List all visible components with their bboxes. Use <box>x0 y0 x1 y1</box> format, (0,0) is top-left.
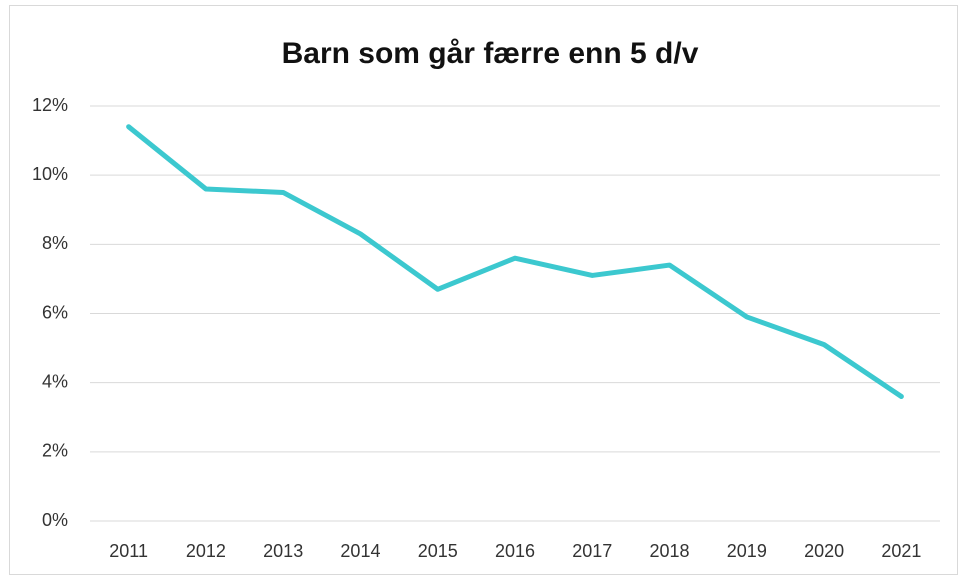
data-line <box>126 124 904 399</box>
chart-title: Barn som går færre enn 5 d/v <box>282 37 699 70</box>
y-tick-label: 12% <box>32 95 68 115</box>
x-tick-label: 2011 <box>109 541 148 561</box>
y-tick-label: 2% <box>42 441 68 461</box>
x-tick-label: 2012 <box>186 541 226 561</box>
x-tick-label: 2019 <box>727 541 767 561</box>
x-tick-label: 2013 <box>263 541 303 561</box>
y-tick-label: 4% <box>42 371 68 391</box>
y-tick-label: 8% <box>42 233 68 253</box>
x-tick-label: 2014 <box>340 541 380 561</box>
x-tick-label: 2021 <box>881 541 921 561</box>
x-tick-label: 2016 <box>495 541 535 561</box>
x-tick-label: 2018 <box>650 541 690 561</box>
chart-border <box>9 5 958 575</box>
y-tick-label: 0% <box>42 510 68 530</box>
x-tick-label: 2015 <box>418 541 458 561</box>
x-tick-label: 2017 <box>572 541 612 561</box>
y-tick-label: 6% <box>42 302 68 322</box>
x-tick-label: 2020 <box>804 541 844 561</box>
y-tick-label: 10% <box>32 164 68 184</box>
